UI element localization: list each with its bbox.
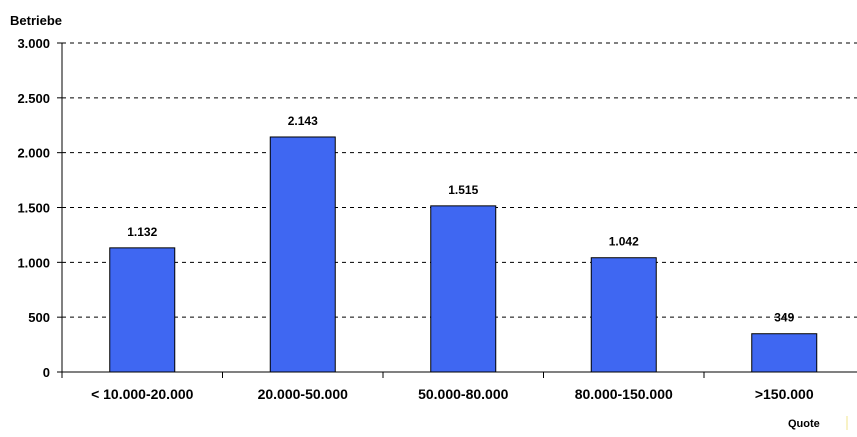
y-tick-label: 2.000: [17, 146, 50, 161]
x-tick-label: 80.000-150.000: [575, 386, 673, 402]
axes: [57, 42, 857, 378]
bar: [109, 247, 176, 373]
x-tick-label: >150.000: [755, 386, 814, 402]
bars: [109, 136, 818, 373]
y-tick-label: 3.000: [17, 36, 50, 51]
y-tick-label: 1.000: [17, 255, 50, 270]
x-tick-label: 20.000-50.000: [258, 386, 349, 402]
bar: [590, 257, 657, 373]
x-tick-label: 50.000-80.000: [418, 386, 509, 402]
bar: [269, 136, 336, 373]
y-tick-label: 1.500: [17, 201, 50, 216]
x-axis-title: Quote: [788, 418, 820, 430]
data-label: 349: [774, 311, 794, 325]
labels: 0 500 1.000 1.500 2.000 2.500 3.000 1.132 < 10.0…: [17, 36, 813, 402]
y-tick-label: 2.500: [17, 91, 50, 106]
bar: [430, 205, 497, 373]
data-label: 2.143: [288, 114, 318, 128]
bar: [751, 333, 818, 373]
y-tick-label: 500: [28, 310, 50, 325]
y-axis-title: Betriebe: [10, 13, 62, 28]
data-label: 1.132: [127, 225, 157, 239]
y-tick-label: 0: [43, 365, 50, 380]
x-tick-label: < 10.000-20.000: [91, 386, 194, 402]
data-label: 1.042: [609, 235, 639, 249]
data-label: 1.515: [448, 183, 478, 197]
